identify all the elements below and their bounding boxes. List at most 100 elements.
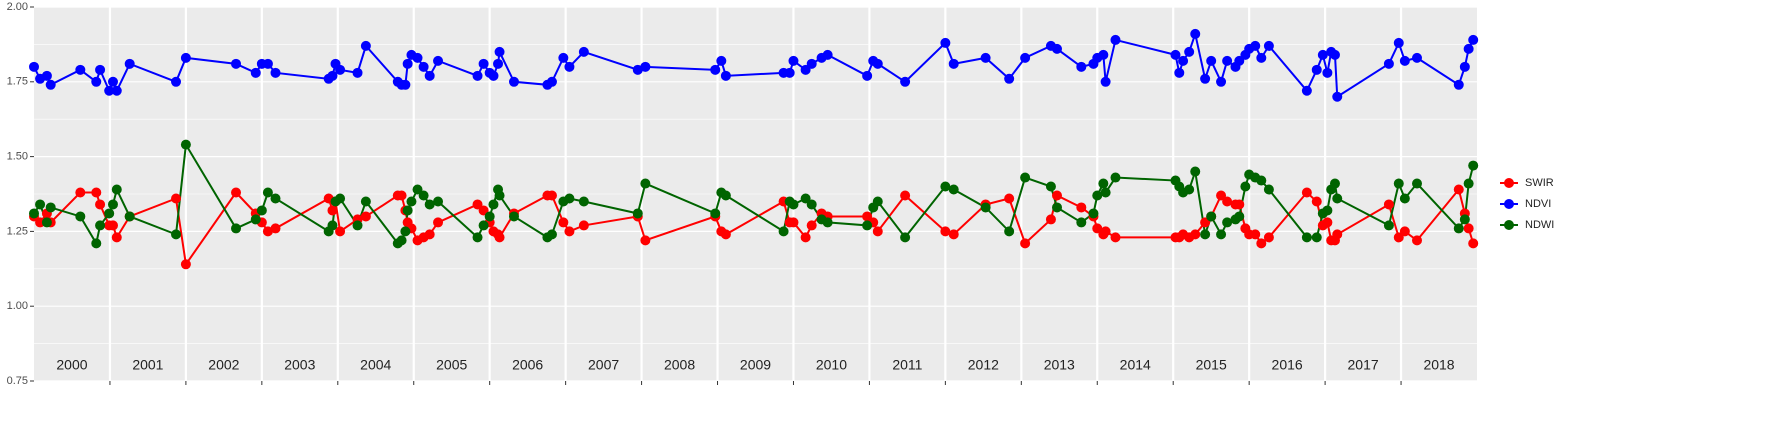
y-tick-label: 1.25 [7, 225, 28, 237]
point [270, 67, 281, 78]
point [578, 196, 589, 207]
point [327, 220, 338, 231]
point [91, 238, 102, 249]
point [352, 220, 363, 231]
year-label: 2005 [436, 357, 467, 373]
point [412, 52, 423, 63]
point [35, 199, 46, 210]
point [1004, 226, 1015, 237]
year-label: 2016 [1272, 357, 1303, 373]
point [256, 205, 267, 216]
point [710, 208, 721, 219]
point [578, 46, 589, 57]
point [1412, 235, 1423, 246]
point [29, 208, 39, 219]
point [91, 187, 102, 198]
point [546, 190, 557, 201]
point [1329, 178, 1340, 189]
point [1045, 181, 1056, 192]
point [640, 178, 651, 189]
point [1459, 214, 1470, 225]
point [424, 70, 435, 81]
year-label: 2010 [816, 357, 847, 373]
point [75, 187, 86, 198]
point [980, 202, 991, 213]
point [29, 61, 39, 72]
point [1468, 34, 1479, 45]
point [1020, 238, 1031, 249]
point [1332, 91, 1343, 102]
point [262, 58, 273, 69]
year-label: 2002 [208, 357, 239, 373]
point [632, 208, 643, 219]
point [327, 205, 338, 216]
point [424, 229, 435, 240]
year-label: 2008 [664, 357, 695, 373]
point [111, 85, 122, 96]
year-label: 2013 [1044, 357, 1075, 373]
point [107, 76, 118, 87]
year-label: 2017 [1348, 357, 1379, 373]
point [231, 58, 242, 69]
point [107, 199, 118, 210]
year-label: 2018 [1423, 357, 1454, 373]
point [1311, 64, 1322, 75]
point [493, 58, 504, 69]
point [494, 46, 505, 57]
point [1184, 184, 1195, 195]
point [104, 208, 115, 219]
point [180, 139, 191, 150]
point [396, 190, 407, 201]
point [980, 52, 991, 63]
year-label: 2000 [56, 357, 87, 373]
point [35, 217, 46, 228]
point [396, 235, 407, 246]
point [1250, 229, 1261, 240]
point [1076, 217, 1087, 228]
point [900, 190, 911, 201]
point [1098, 49, 1109, 60]
year-label: 2003 [284, 357, 315, 373]
point [45, 79, 56, 90]
legend-marker [1504, 220, 1514, 230]
point [472, 70, 483, 81]
year-label: 2015 [1196, 357, 1227, 373]
y-tick-label: 1.50 [7, 151, 28, 163]
point [1463, 223, 1474, 234]
point [124, 58, 135, 69]
point [1020, 172, 1031, 183]
point [1453, 79, 1464, 90]
year-label: 2001 [132, 357, 163, 373]
point [1234, 211, 1245, 222]
y-tick-label: 1.75 [7, 76, 28, 88]
legend-label: SWIR [1525, 177, 1554, 189]
point [360, 40, 371, 51]
point [1234, 199, 1245, 210]
point [335, 64, 346, 75]
point [1301, 232, 1312, 243]
point [488, 199, 499, 210]
point [400, 79, 411, 90]
point [494, 232, 505, 243]
point [720, 70, 731, 81]
point [111, 232, 122, 243]
point [940, 226, 951, 237]
point [335, 193, 346, 204]
point [402, 205, 413, 216]
point [1383, 220, 1394, 231]
legend-label: NDVI [1525, 198, 1551, 210]
point [1463, 178, 1474, 189]
point [1412, 178, 1423, 189]
point [1256, 175, 1267, 186]
point [578, 220, 589, 231]
point [564, 61, 575, 72]
point [180, 259, 191, 270]
point [1463, 43, 1474, 54]
point [1076, 61, 1087, 72]
point [104, 85, 115, 96]
point [1045, 214, 1056, 225]
point [1393, 178, 1404, 189]
point [406, 196, 417, 207]
point [640, 61, 651, 72]
point [1453, 184, 1464, 195]
